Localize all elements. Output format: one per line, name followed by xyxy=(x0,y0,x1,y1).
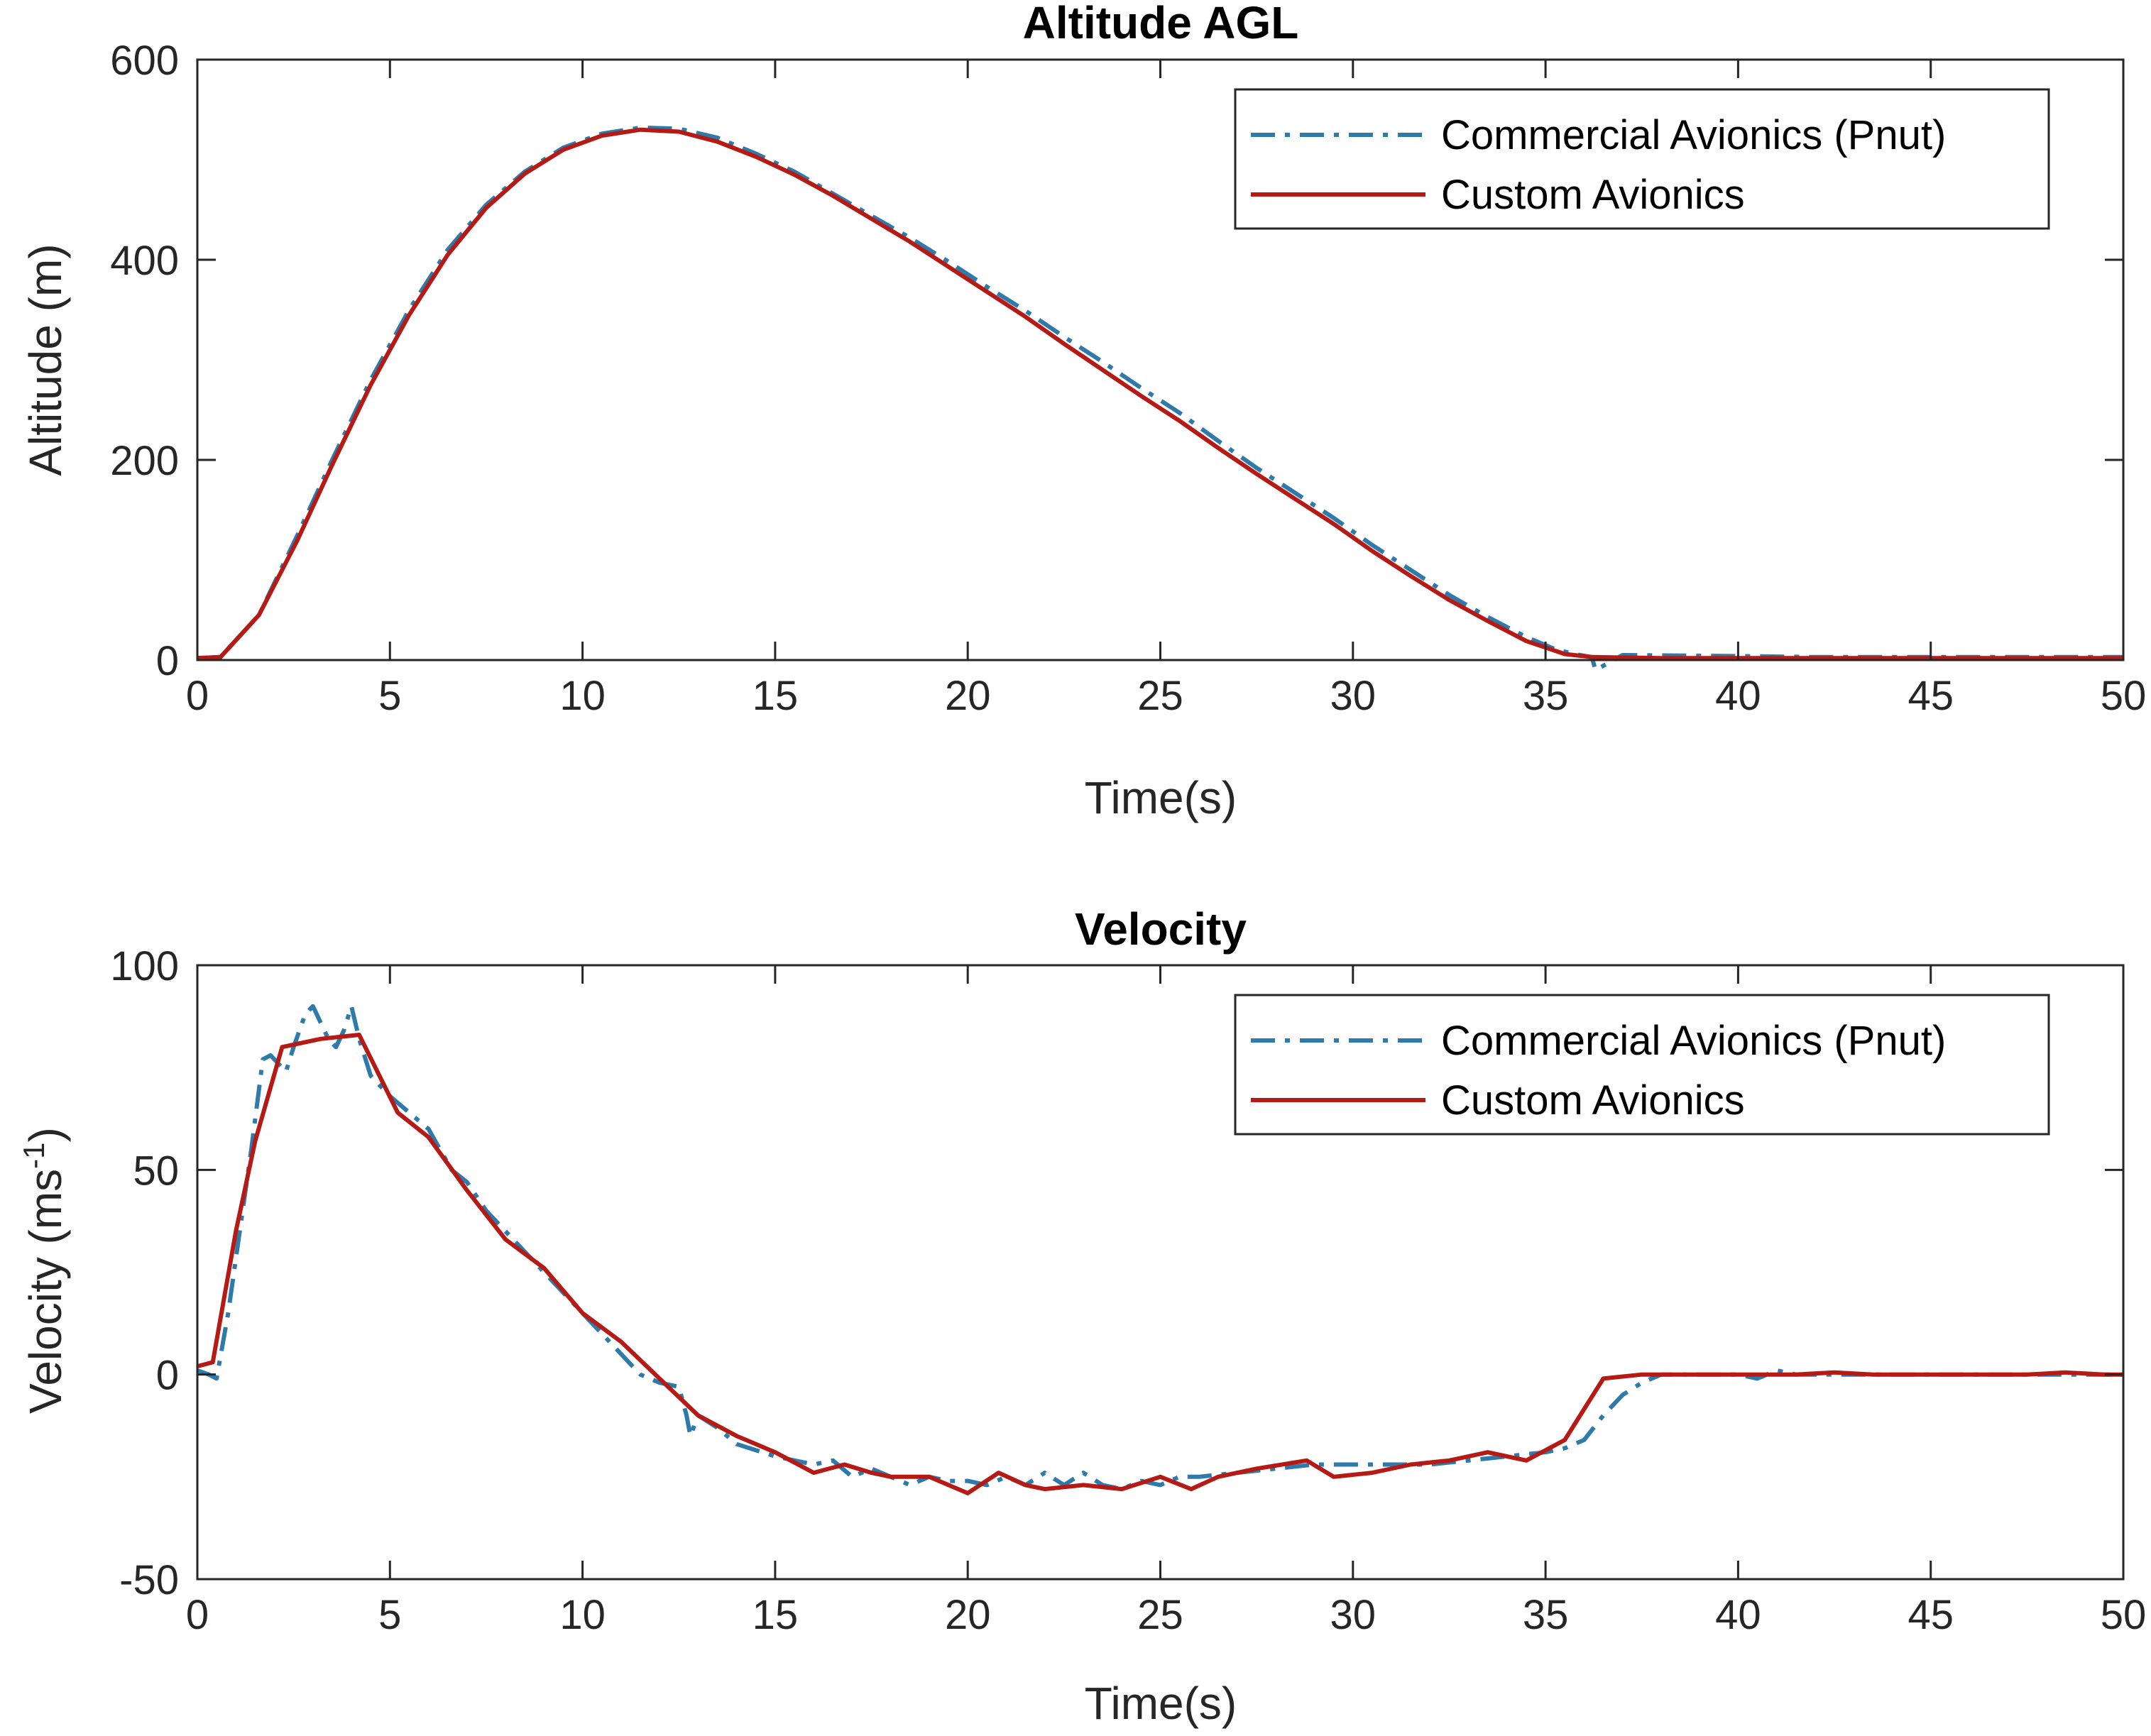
velocity-y-axis-label-superscript: -1 xyxy=(17,1142,50,1168)
altitude-y-tick-label: 0 xyxy=(156,638,179,684)
altitude-x-tick-label: 5 xyxy=(378,673,401,719)
velocity-y-axis-label-end: ) xyxy=(20,1127,71,1142)
velocity-y-axis-label: Velocity (ms-1) xyxy=(17,1127,71,1414)
velocity-y-axis-label-main: Velocity (ms xyxy=(20,1169,71,1414)
velocity-x-tick-label: 15 xyxy=(752,1592,799,1638)
altitude-x-tick-label: 0 xyxy=(186,673,209,719)
altitude-legend-label-commercial: Commercial Avionics (Pnut) xyxy=(1441,112,1946,158)
altitude-legend-box xyxy=(1234,88,2050,230)
velocity-x-tick-label: 50 xyxy=(2101,1592,2147,1638)
velocity-y-tick-label: 0 xyxy=(156,1353,179,1399)
altitude-x-tick-label: 25 xyxy=(1137,673,1183,719)
altitude-y-tick-label: 200 xyxy=(110,438,179,484)
velocity-series-custom-line xyxy=(197,1033,2123,1495)
altitude-x-tick-label: 20 xyxy=(945,673,991,719)
velocity-x-axis-label: Time(s) xyxy=(1085,1678,1237,1729)
altitude-ticks: 0 5 10 15 20 25 30 35 40 45 50 0 200 400 600 xyxy=(110,38,2146,719)
altitude-x-axis-label: Time(s) xyxy=(1085,772,1237,823)
velocity-legend-label-commercial: Commercial Avionics (Pnut) xyxy=(1441,1018,1946,1064)
altitude-y-tick-label: 400 xyxy=(110,238,179,284)
altitude-series-group xyxy=(197,125,2123,673)
altitude-x-tick-label: 35 xyxy=(1523,673,1569,719)
velocity-series-commercial-line xyxy=(196,1004,2123,1492)
altitude-legend: Commercial Avionics (Pnut) Custom Avioni… xyxy=(1234,88,2050,230)
altitude-y-tick-label: 600 xyxy=(110,38,179,84)
velocity-x-tick-label: 25 xyxy=(1137,1592,1183,1638)
velocity-x-tick-label: 10 xyxy=(559,1592,606,1638)
velocity-y-tick-label: 50 xyxy=(133,1148,179,1194)
altitude-y-axis-label: Altitude (m) xyxy=(20,243,71,476)
velocity-x-tick-label: 35 xyxy=(1523,1592,1569,1638)
velocity-chart-title: Velocity xyxy=(1075,903,1247,955)
velocity-x-tick-label: 5 xyxy=(378,1592,401,1638)
altitude-chart: Altitude AGL 0 5 10 15 20 25 30 35 40 45 50 0 200 400… xyxy=(20,0,2146,823)
altitude-x-tick-label: 30 xyxy=(1330,673,1376,719)
velocity-y-tick-label: -50 xyxy=(119,1557,179,1603)
altitude-x-tick-label: 40 xyxy=(1715,673,1761,719)
velocity-y-tick-label: 100 xyxy=(110,943,179,989)
altitude-legend-label-custom: Custom Avionics xyxy=(1441,172,1745,218)
velocity-legend-label-custom: Custom Avionics xyxy=(1441,1077,1745,1124)
altitude-x-tick-label: 50 xyxy=(2101,673,2147,719)
altitude-series-custom-line xyxy=(197,127,2123,661)
altitude-x-tick-label: 45 xyxy=(1908,673,1954,719)
velocity-x-tick-label: 0 xyxy=(186,1592,209,1638)
velocity-x-tick-label: 20 xyxy=(945,1592,991,1638)
velocity-x-tick-label: 40 xyxy=(1715,1592,1761,1638)
altitude-x-tick-label: 10 xyxy=(559,673,606,719)
velocity-legend-box xyxy=(1234,994,2050,1136)
velocity-x-tick-label: 30 xyxy=(1330,1592,1376,1638)
altitude-x-tick-label: 15 xyxy=(752,673,799,719)
altitude-chart-title: Altitude AGL xyxy=(1023,0,1299,48)
velocity-series-group xyxy=(196,1004,2123,1495)
velocity-x-tick-label: 45 xyxy=(1908,1592,1954,1638)
velocity-legend: Commercial Avionics (Pnut) Custom Avioni… xyxy=(1234,994,2050,1136)
